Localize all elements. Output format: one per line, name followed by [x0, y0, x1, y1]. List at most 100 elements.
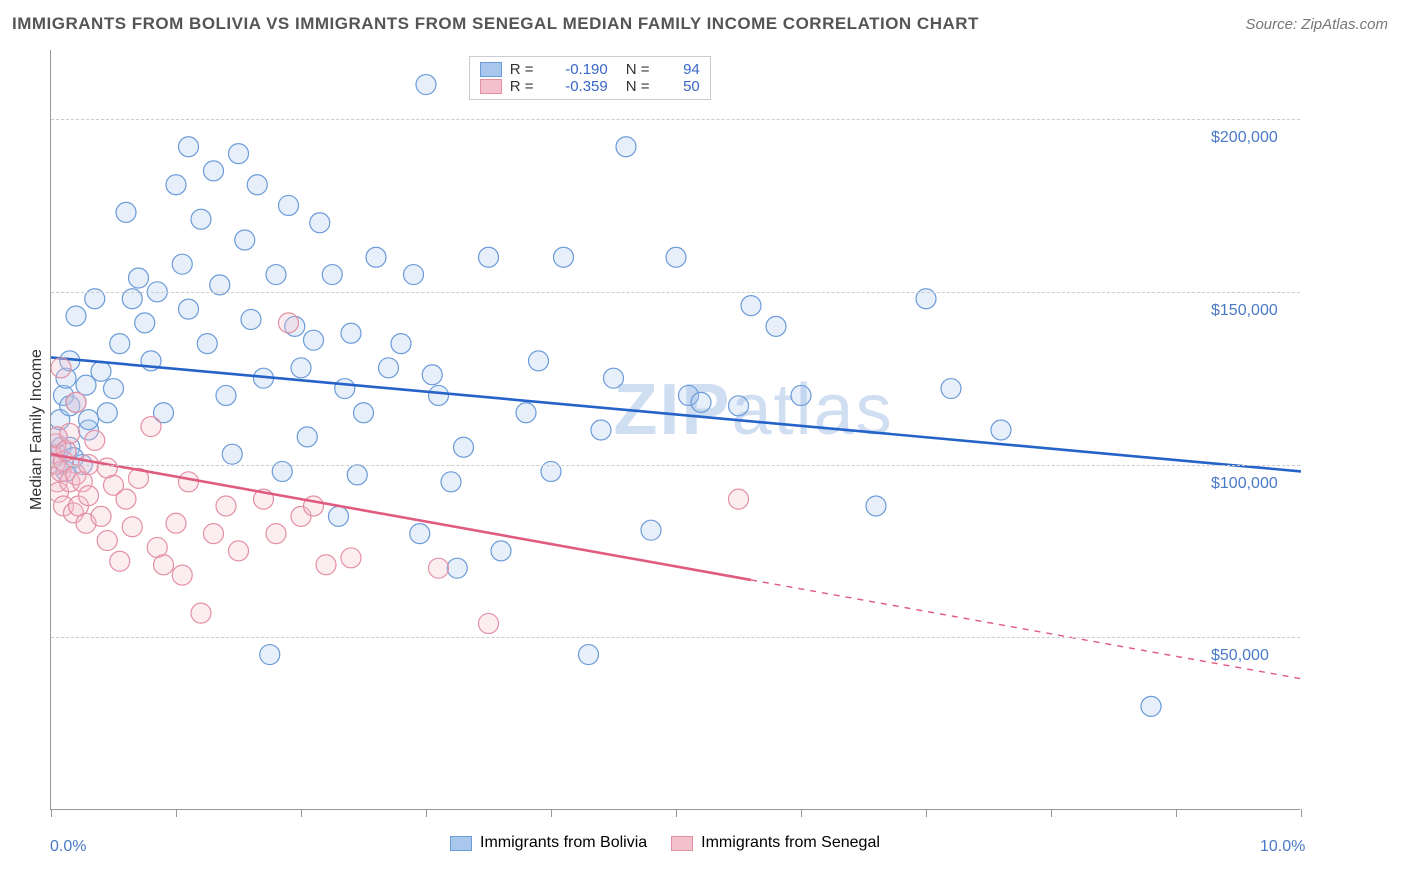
- xtick-mark: [551, 809, 552, 817]
- gridline: [51, 465, 1300, 466]
- scatter-point-bolivia: [1141, 696, 1161, 716]
- gridline: [51, 292, 1300, 293]
- scatter-point-bolivia: [991, 420, 1011, 440]
- scatter-point-senegal: [97, 531, 117, 551]
- scatter-point-bolivia: [454, 437, 474, 457]
- scatter-point-senegal: [60, 472, 80, 492]
- scatter-point-bolivia: [310, 213, 330, 233]
- xtick-mark: [301, 809, 302, 817]
- scatter-point-bolivia: [179, 137, 199, 157]
- scatter-point-bolivia: [104, 379, 124, 399]
- scatter-point-bolivia: [941, 379, 961, 399]
- scatter-point-senegal: [51, 472, 67, 492]
- scatter-point-senegal: [51, 482, 69, 502]
- scatter-point-bolivia: [616, 137, 636, 157]
- scatter-point-senegal: [85, 430, 105, 450]
- scatter-point-bolivia: [322, 265, 342, 285]
- scatter-point-bolivia: [172, 254, 192, 274]
- scatter-point-bolivia: [97, 403, 117, 423]
- trend-line-senegal: [51, 454, 751, 580]
- scatter-point-bolivia: [479, 247, 499, 267]
- scatter-point-senegal: [479, 613, 499, 633]
- scatter-point-bolivia: [410, 524, 430, 544]
- scatter-point-senegal: [291, 506, 311, 526]
- scatter-point-senegal: [104, 475, 124, 495]
- scatter-point-senegal: [154, 555, 174, 575]
- scatter-point-bolivia: [216, 385, 236, 405]
- scatter-point-bolivia: [679, 385, 699, 405]
- xtick-label: 0.0%: [50, 838, 86, 856]
- trend-line-bolivia: [51, 357, 1301, 471]
- scatter-point-bolivia: [766, 316, 786, 336]
- scatter-point-senegal: [229, 541, 249, 561]
- scatter-point-bolivia: [79, 420, 99, 440]
- scatter-point-senegal: [69, 496, 89, 516]
- scatter-point-senegal: [91, 506, 111, 526]
- scatter-point-bolivia: [51, 444, 67, 464]
- scatter-point-bolivia: [110, 334, 130, 354]
- scatter-point-senegal: [172, 565, 192, 585]
- scatter-point-senegal: [116, 489, 136, 509]
- legend-swatch-senegal: [480, 79, 502, 94]
- scatter-point-bolivia: [54, 385, 74, 405]
- legend-swatch-bolivia: [450, 836, 472, 851]
- xtick-mark: [801, 809, 802, 817]
- scatter-svg: [51, 50, 1301, 810]
- series-legend-item-bolivia: Immigrants from Bolivia: [450, 834, 647, 852]
- xtick-mark: [926, 809, 927, 817]
- scatter-point-bolivia: [166, 175, 186, 195]
- scatter-point-bolivia: [604, 368, 624, 388]
- ytick-label: $150,000: [1211, 302, 1278, 320]
- scatter-point-bolivia: [579, 645, 599, 665]
- scatter-point-bolivia: [691, 392, 711, 412]
- scatter-point-bolivia: [141, 351, 161, 371]
- scatter-point-bolivia: [416, 75, 436, 95]
- watermark: ZIPatlas: [614, 369, 894, 451]
- scatter-point-bolivia: [60, 437, 80, 457]
- scatter-point-senegal: [64, 503, 84, 523]
- scatter-point-senegal: [166, 513, 186, 533]
- scatter-point-bolivia: [297, 427, 317, 447]
- scatter-point-bolivia: [179, 299, 199, 319]
- scatter-point-senegal: [51, 434, 66, 454]
- scatter-point-bolivia: [379, 358, 399, 378]
- scatter-point-bolivia: [266, 265, 286, 285]
- scatter-point-bolivia: [447, 558, 467, 578]
- legend-swatch-bolivia: [480, 62, 502, 77]
- scatter-point-bolivia: [554, 247, 574, 267]
- series-legend: Immigrants from Bolivia Immigrants from S…: [450, 834, 880, 852]
- scatter-point-senegal: [429, 558, 449, 578]
- scatter-point-bolivia: [241, 309, 261, 329]
- legend-stat-row-bolivia: R =-0.190N =94: [480, 61, 700, 78]
- scatter-point-bolivia: [366, 247, 386, 267]
- series-legend-label: Immigrants from Bolivia: [480, 834, 647, 852]
- scatter-plot-area: ZIPatlas $50,000$100,000$150,000$200,000: [50, 50, 1300, 810]
- scatter-point-bolivia: [197, 334, 217, 354]
- scatter-point-senegal: [266, 524, 286, 544]
- xtick-mark: [426, 809, 427, 817]
- scatter-point-bolivia: [154, 403, 174, 423]
- scatter-point-bolivia: [222, 444, 242, 464]
- scatter-point-senegal: [179, 472, 199, 492]
- scatter-point-bolivia: [254, 368, 274, 388]
- series-legend-item-senegal: Immigrants from Senegal: [671, 834, 880, 852]
- scatter-point-bolivia: [285, 316, 305, 336]
- scatter-point-bolivia: [60, 396, 80, 416]
- scatter-point-bolivia: [347, 465, 367, 485]
- scatter-point-bolivia: [279, 195, 299, 215]
- scatter-point-senegal: [216, 496, 236, 516]
- scatter-point-bolivia: [329, 506, 349, 526]
- scatter-point-senegal: [729, 489, 749, 509]
- scatter-point-bolivia: [529, 351, 549, 371]
- scatter-point-bolivia: [441, 472, 461, 492]
- scatter-point-bolivia: [191, 209, 211, 229]
- gridline: [51, 119, 1300, 120]
- xtick-mark: [176, 809, 177, 817]
- scatter-point-senegal: [110, 551, 130, 571]
- scatter-point-bolivia: [491, 541, 511, 561]
- scatter-point-senegal: [54, 451, 74, 471]
- series-legend-label: Immigrants from Senegal: [701, 834, 880, 852]
- scatter-point-senegal: [56, 441, 76, 461]
- scatter-point-bolivia: [79, 410, 99, 430]
- scatter-point-bolivia: [66, 306, 86, 326]
